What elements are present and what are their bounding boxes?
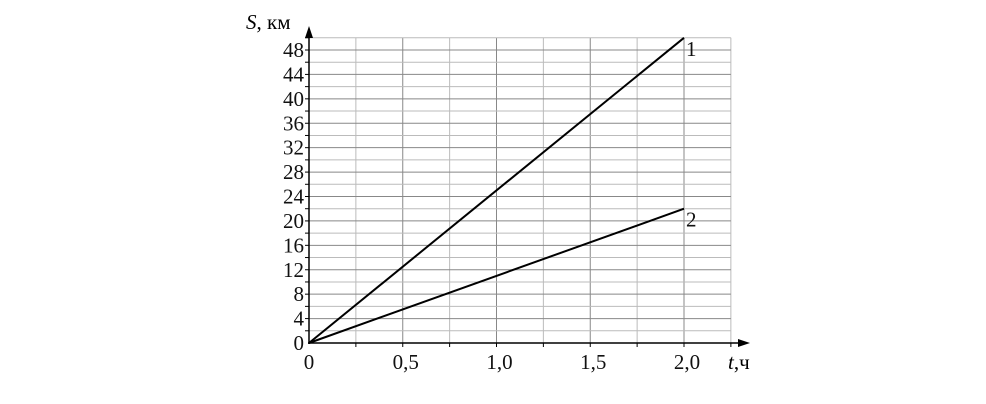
x-tick-label: 1,5 — [580, 350, 606, 374]
y-tick-label: 20 — [283, 209, 304, 233]
y-tick-label: 40 — [283, 87, 304, 111]
axes — [305, 26, 750, 347]
series-label-1: 1 — [686, 37, 697, 61]
y-tick-label: 48 — [283, 38, 304, 62]
y-tick-label: 16 — [283, 233, 304, 257]
y-tick-label: 44 — [283, 62, 305, 86]
y-tick-label: 0 — [294, 331, 305, 355]
x-tick-label: 0,5 — [393, 350, 419, 374]
y-tick-label: 8 — [294, 282, 305, 306]
y-axis-label: S, км — [246, 10, 291, 34]
series-label-2: 2 — [686, 208, 697, 232]
y-tick-label: 36 — [283, 111, 304, 135]
y-tick-label: 28 — [283, 160, 304, 184]
y-tick-label: 32 — [283, 136, 304, 160]
series: 12 — [308, 37, 697, 344]
series-line-1 — [308, 37, 685, 344]
y-tick-label: 12 — [283, 258, 304, 282]
x-tick-label: 0 — [304, 350, 315, 374]
x-axis-label: t,ч — [728, 350, 750, 374]
x-tick-label: 1,0 — [486, 350, 512, 374]
y-axis-arrow-icon — [305, 26, 313, 38]
series-line-2 — [308, 207, 685, 344]
x-axis-arrow-icon — [738, 339, 750, 347]
y-tick-label: 24 — [283, 185, 305, 209]
y-tick-label: 4 — [294, 307, 305, 331]
x-tick-label: 2,0 — [674, 350, 700, 374]
grid — [309, 37, 732, 343]
